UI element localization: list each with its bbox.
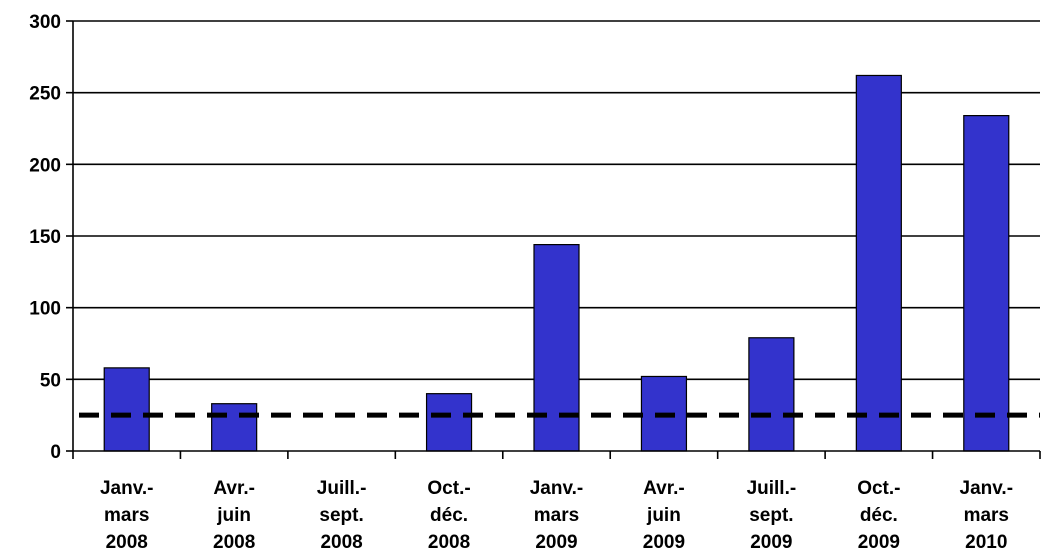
x-category-label: Avr.- juin 2009 [643, 478, 685, 553]
y-tick-labels: 0 50 100 150 200 250 300 [29, 12, 61, 463]
x-category-label-line: 2009 [535, 532, 577, 553]
x-category-label-line: déc. [430, 505, 468, 526]
x-category-label-line: mars [104, 505, 149, 526]
x-category-label-line: Avr.- [643, 478, 685, 499]
bar [533, 244, 580, 452]
y-tick-label: 200 [29, 155, 61, 176]
y-tick-label: 100 [29, 299, 61, 320]
x-category-labels: Janv.- mars 2008 Avr.- juin 2008 Juill.- sept. 2… [100, 478, 1013, 553]
x-category-label: Oct.- déc. 2008 [427, 478, 470, 553]
x-category-label-line: Oct.- [857, 478, 900, 499]
x-category-label-line: 2009 [858, 532, 900, 553]
x-category-label-line: 2008 [213, 532, 255, 553]
x-category-label-line: Oct.- [427, 478, 470, 499]
x-category-label-line: 2010 [965, 532, 1007, 553]
x-category-label-line: Juill.- [317, 478, 367, 499]
y-tick-label: 300 [29, 12, 61, 33]
x-category-label-line: déc. [860, 505, 898, 526]
y-tick-label: 0 [50, 442, 61, 463]
x-category-label-line: sept. [319, 505, 363, 526]
x-category-label-line: 2009 [750, 532, 792, 553]
x-category-label: Juill.- sept. 2008 [317, 478, 367, 553]
y-tick-label: 150 [29, 227, 61, 248]
x-category-label-line: 2008 [320, 532, 362, 553]
x-category-label-line: juin [216, 505, 251, 526]
x-category-label: Juill.- sept. 2009 [747, 478, 797, 553]
bar [855, 74, 902, 452]
x-category-label: Janv.- mars 2008 [100, 478, 154, 553]
x-category-label-line: Janv.- [530, 478, 584, 499]
x-category-label: Avr.- juin 2008 [213, 478, 255, 553]
x-category-label-line: Avr.- [213, 478, 255, 499]
bars [103, 74, 1010, 452]
bar [211, 403, 258, 452]
x-category-label-line: juin [646, 505, 681, 526]
x-category-label: Oct.- déc. 2009 [857, 478, 900, 553]
x-category-label: Janv.- mars 2010 [960, 478, 1014, 553]
y-tick-label: 250 [29, 84, 61, 105]
y-tick-label: 50 [40, 370, 61, 391]
x-category-label-line: Janv.- [100, 478, 154, 499]
axes [66, 20, 1041, 459]
bar [963, 114, 1010, 452]
bar [425, 393, 473, 452]
x-category-label: Janv.- mars 2009 [530, 478, 584, 553]
x-category-label-line: 2009 [643, 532, 685, 553]
x-category-label-line: 2008 [428, 532, 470, 553]
x-category-label-line: sept. [749, 505, 793, 526]
x-category-label-line: Janv.- [960, 478, 1014, 499]
x-category-label-line: Juill.- [747, 478, 797, 499]
x-category-label-line: mars [534, 505, 579, 526]
x-category-label-line: mars [964, 505, 1009, 526]
bar [103, 367, 150, 452]
bar [748, 337, 795, 452]
x-category-label-line: 2008 [106, 532, 148, 553]
